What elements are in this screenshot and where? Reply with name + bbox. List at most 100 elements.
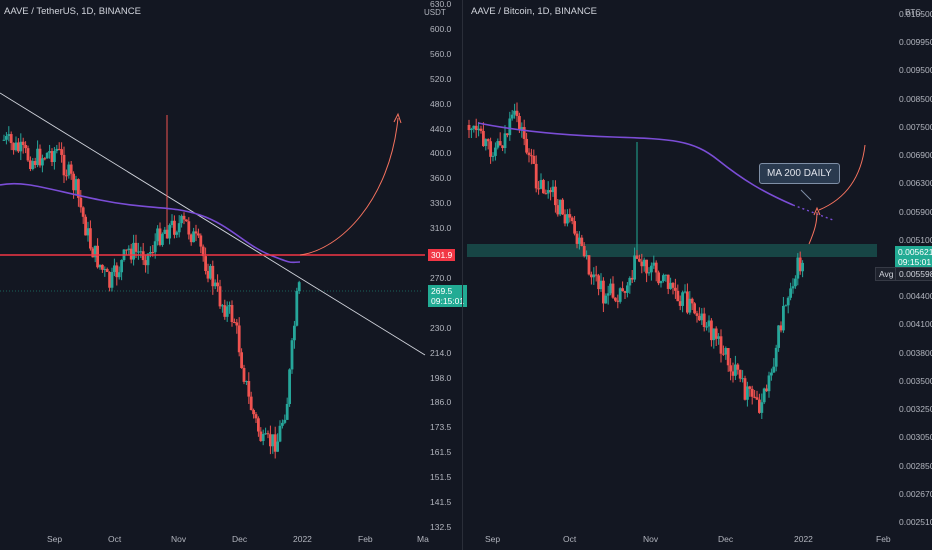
candle-body (105, 269, 109, 273)
candle-body (177, 223, 181, 233)
candle-body (767, 375, 771, 392)
chart-pane-aave-btc[interactable]: AAVE / Bitcoin, 1D, BINANCE BTC 0.010500… (463, 0, 932, 550)
price-axis-tick: 141.5 (430, 497, 452, 508)
chart-canvas-left[interactable] (0, 0, 462, 550)
candle-body (657, 272, 660, 284)
candle-body (290, 340, 294, 370)
price-axis-tick: 520.0 (430, 73, 452, 84)
time-axis-tick: 2022 (293, 534, 312, 544)
candle-body (501, 145, 504, 149)
candle-body (736, 364, 740, 370)
candle-body (259, 431, 263, 442)
candle-body (628, 277, 632, 286)
candle-body (796, 257, 800, 279)
candle-body (798, 257, 802, 272)
current-price-value-right: 0.005621 (898, 247, 932, 257)
candle-body (189, 234, 193, 243)
ma-200-callout: MA 200 DAILY (759, 163, 840, 184)
price-axis-tick: 0.005900 (899, 206, 932, 217)
candle-body (585, 255, 588, 257)
candle-body (108, 272, 111, 288)
candle-body (743, 378, 747, 400)
candle-body (139, 251, 143, 253)
candle-body (664, 274, 668, 276)
chart-pane-aave-usdt[interactable]: AAVE / TetherUS, 1D, BINANCE USDT 630.0 6… (0, 0, 468, 550)
price-axis-tick: 0.003050 (899, 432, 932, 443)
price-axis-tick: 173.5 (430, 422, 452, 433)
candle-body (698, 315, 701, 321)
price-axis-tick: 0.002510 (899, 517, 932, 527)
candle-body (642, 259, 646, 267)
candle-body (168, 225, 171, 239)
candle-body (151, 252, 155, 254)
candle-body (652, 262, 656, 266)
price-axis-tick: 0.006900 (899, 150, 932, 161)
price-axis-tick: 0.010500 (899, 9, 932, 19)
candle-body (225, 306, 229, 317)
price-axis-tick: 270.0 (430, 272, 452, 283)
candle-body (503, 133, 507, 149)
candle-body (288, 369, 291, 404)
current-price-tag-right: 0.005621 09:15:01 (895, 246, 932, 268)
price-axis-tick: 440.0 (430, 123, 452, 134)
candle-body (724, 348, 728, 355)
candle-body (36, 148, 39, 166)
candle-body (7, 134, 11, 137)
time-axis-tick: Feb (358, 534, 373, 544)
candle-body (266, 433, 270, 435)
candle-body (568, 214, 572, 218)
candle-body (467, 125, 471, 131)
candle-body (153, 241, 157, 253)
candle-body (273, 434, 277, 452)
candle-body (31, 161, 35, 170)
candle-body (786, 297, 790, 306)
candle-body (278, 425, 282, 442)
candle-body (539, 180, 543, 189)
candle-body (782, 305, 785, 331)
price-axis-tick: 0.003800 (899, 347, 932, 358)
candle-body (60, 149, 63, 155)
price-axis-tick: 480.0 (430, 98, 452, 109)
candle-body (614, 297, 617, 301)
candle-body (62, 154, 66, 176)
candle-body (784, 305, 788, 307)
chart-title-right: AAVE / Bitcoin, 1D, BINANCE (471, 6, 598, 17)
price-axis-tick: 230.0 (430, 322, 452, 333)
candle-body (549, 190, 552, 193)
candle-body (738, 369, 742, 379)
candle-body (640, 261, 644, 267)
candle-body (14, 142, 18, 151)
candle-body (546, 190, 550, 194)
time-axis-tick: Nov (171, 534, 187, 544)
candle-body (285, 403, 289, 420)
candle-body (714, 328, 718, 339)
candle-body (281, 422, 284, 426)
candle-body (257, 418, 260, 432)
candle-body (86, 228, 90, 236)
candle-body (216, 282, 219, 287)
candle-body (710, 320, 713, 341)
pane-divider[interactable] (462, 0, 463, 550)
price-axis-tick: 0.008500 (899, 93, 932, 104)
candle-body (45, 152, 49, 159)
candle-body (240, 352, 243, 369)
candle-body (113, 265, 116, 273)
candle-body (110, 272, 114, 288)
time-axis-tick: Oct (563, 534, 577, 544)
candle-body (671, 282, 675, 288)
candle-body (554, 186, 557, 206)
time-axis-tick: Nov (643, 534, 659, 544)
candle-body (650, 265, 653, 273)
candle-body (702, 313, 706, 327)
candle-body (635, 255, 639, 259)
candle-body (482, 130, 485, 147)
candle-body (602, 280, 605, 304)
candle-body (65, 175, 68, 177)
chart-canvas-right[interactable] (463, 0, 932, 550)
candle-body (245, 381, 248, 383)
candle-body (765, 388, 768, 392)
candle-body (12, 143, 15, 151)
candle-body (669, 282, 672, 289)
candle-body (41, 158, 44, 166)
price-axis-tick: 0.004100 (899, 319, 932, 330)
